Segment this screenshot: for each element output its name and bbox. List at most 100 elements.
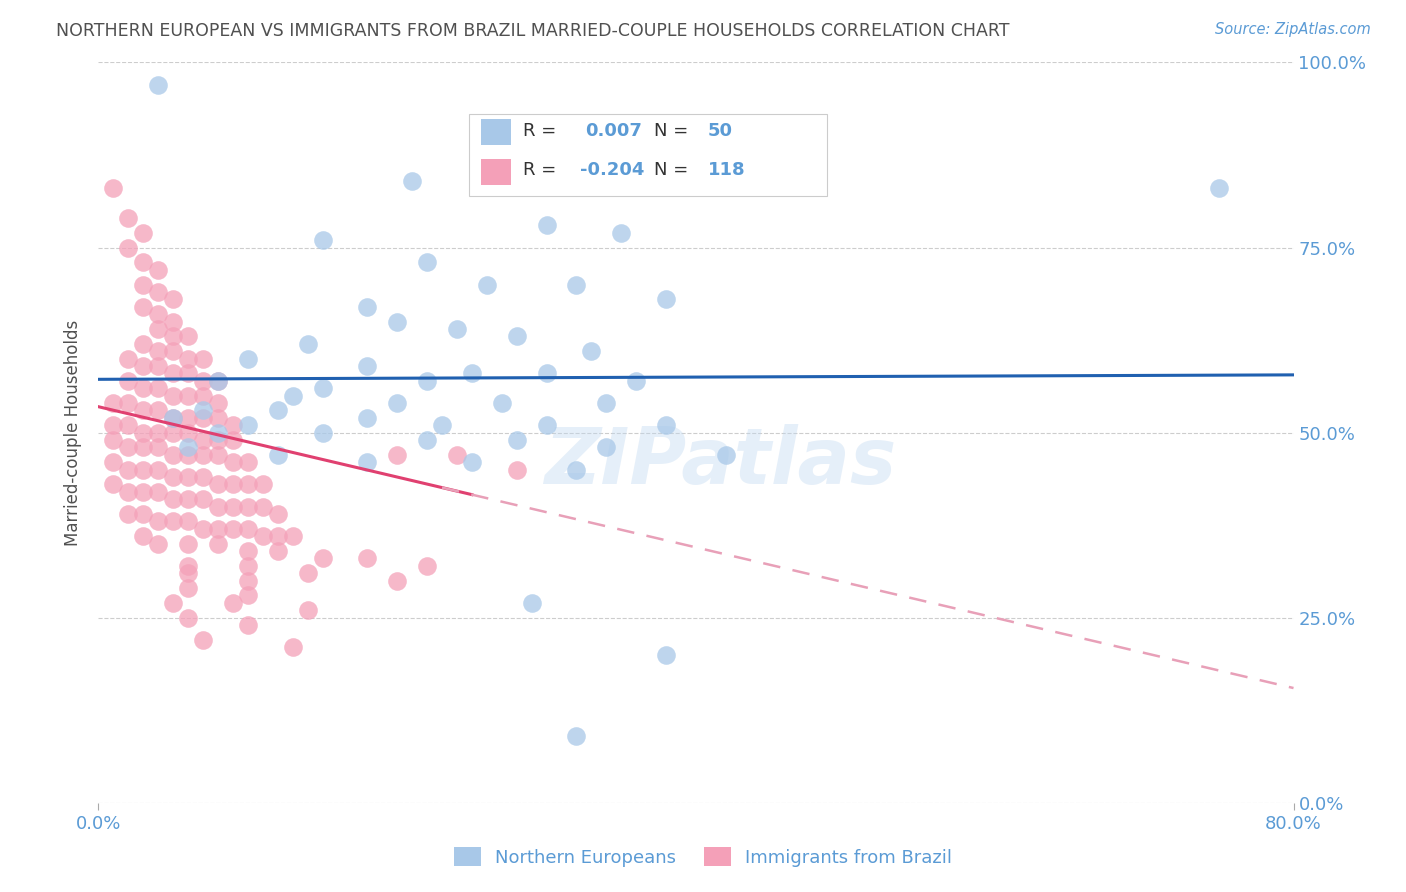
Point <box>236 351 259 366</box>
Point <box>191 632 214 647</box>
Point <box>177 441 200 455</box>
Point <box>416 255 439 269</box>
Text: N =: N = <box>654 121 695 139</box>
Point <box>207 410 229 425</box>
Text: ZIPatlas: ZIPatlas <box>544 425 896 500</box>
Point <box>148 536 170 550</box>
Point <box>207 522 229 536</box>
Point <box>207 477 229 491</box>
Legend: Northern Europeans, Immigrants from Brazil: Northern Europeans, Immigrants from Braz… <box>447 840 959 874</box>
Point <box>536 219 558 233</box>
Point <box>103 455 125 469</box>
Point <box>132 226 155 240</box>
Point <box>191 448 214 462</box>
Point <box>222 455 245 469</box>
Point <box>177 410 200 425</box>
Point <box>267 507 290 521</box>
Y-axis label: Married-couple Households: Married-couple Households <box>65 319 83 546</box>
Point <box>148 403 170 417</box>
Point <box>207 433 229 447</box>
Point <box>581 344 603 359</box>
Point <box>356 359 378 373</box>
Point <box>117 441 139 455</box>
Point <box>236 618 259 632</box>
Point <box>655 648 678 662</box>
Text: 50: 50 <box>709 121 733 139</box>
Point <box>162 293 184 307</box>
Point <box>252 477 274 491</box>
Point <box>191 492 214 507</box>
Text: 118: 118 <box>709 161 745 178</box>
Point <box>132 425 155 440</box>
Point <box>475 277 498 292</box>
Point <box>267 529 290 543</box>
Point <box>162 425 184 440</box>
Point <box>132 441 155 455</box>
Point <box>506 329 529 343</box>
Point <box>191 522 214 536</box>
Point <box>177 367 200 381</box>
Text: Source: ZipAtlas.com: Source: ZipAtlas.com <box>1215 22 1371 37</box>
Point <box>236 418 259 433</box>
Point <box>162 410 184 425</box>
Point <box>132 359 155 373</box>
Point <box>281 640 304 655</box>
Point <box>506 462 529 476</box>
Point <box>222 477 245 491</box>
Point <box>191 403 214 417</box>
Point <box>491 396 513 410</box>
Point <box>207 425 229 440</box>
Point <box>236 574 259 588</box>
Point <box>162 314 184 328</box>
Point <box>132 462 155 476</box>
Point <box>117 462 139 476</box>
Point <box>385 314 409 328</box>
Point <box>132 403 155 417</box>
Point <box>162 367 184 381</box>
Point <box>103 181 125 195</box>
Point <box>177 566 200 581</box>
Point <box>520 596 543 610</box>
Point <box>222 522 245 536</box>
Point <box>148 285 170 299</box>
Point <box>595 441 617 455</box>
Point <box>148 307 170 321</box>
Point <box>148 78 170 92</box>
Bar <box>481 120 510 145</box>
Point <box>236 558 259 573</box>
Text: -0.204: -0.204 <box>581 161 644 178</box>
Point <box>162 470 184 484</box>
Point <box>207 374 229 388</box>
Point <box>446 448 468 462</box>
Point <box>162 515 184 529</box>
Point <box>297 336 319 351</box>
Point <box>132 484 155 499</box>
Text: N =: N = <box>654 161 695 178</box>
Point <box>356 551 378 566</box>
Text: R =: R = <box>523 161 561 178</box>
Point <box>252 500 274 514</box>
Point <box>148 441 170 455</box>
Text: R =: R = <box>523 121 561 139</box>
Point <box>595 396 617 410</box>
Point <box>222 418 245 433</box>
Point <box>281 388 304 402</box>
FancyBboxPatch shape <box>470 114 827 195</box>
Point <box>177 470 200 484</box>
Point <box>297 566 319 581</box>
Point <box>311 551 333 566</box>
Point <box>132 336 155 351</box>
Point <box>236 522 259 536</box>
Point <box>536 418 558 433</box>
Point <box>267 544 290 558</box>
Point <box>117 240 139 255</box>
Point <box>461 367 484 381</box>
Point <box>103 418 125 433</box>
Point <box>132 507 155 521</box>
Point <box>191 351 214 366</box>
Point <box>446 322 468 336</box>
Point <box>162 388 184 402</box>
Point <box>1208 181 1230 195</box>
Point <box>191 470 214 484</box>
Point <box>207 396 229 410</box>
